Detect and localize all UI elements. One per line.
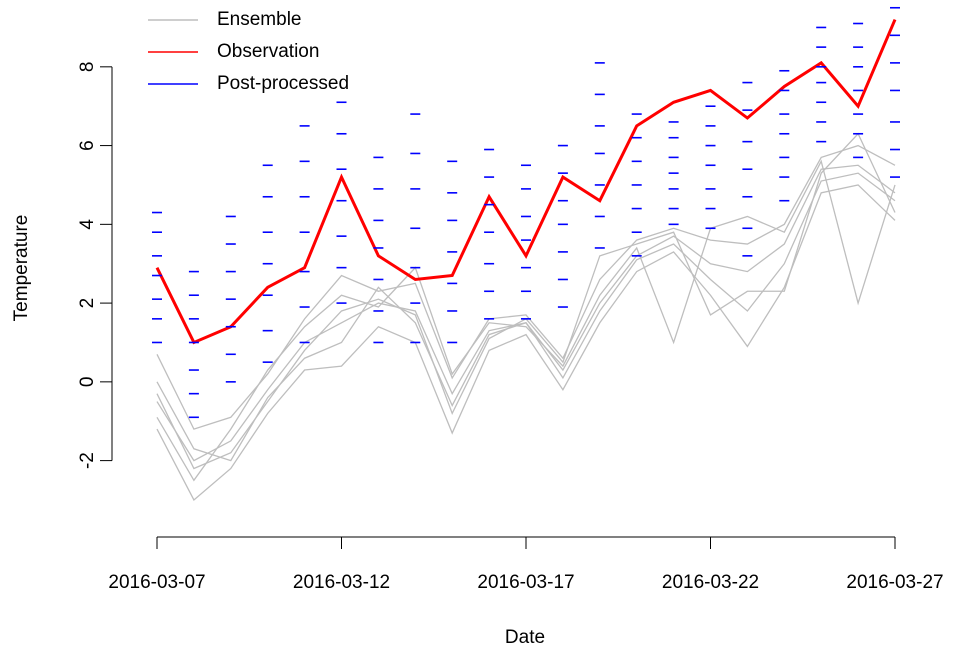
y-tick-label: 2 (77, 298, 98, 309)
y-tick-label: 6 (77, 140, 98, 151)
x-tick-label: 2016-03-17 (477, 572, 574, 593)
ensemble-line (156, 164, 896, 462)
y-axis-label: Temperature (11, 215, 32, 322)
y-tick-label: -2 (77, 452, 98, 469)
x-tick-label: 2016-03-22 (662, 572, 759, 593)
y-tick-label: 8 (77, 62, 98, 73)
x-tick-label: 2016-03-12 (293, 572, 390, 593)
y-tick-label: 0 (77, 377, 98, 388)
legend-label: Post-processed (217, 73, 349, 94)
observation-line (155, 18, 897, 345)
x-axis-label: Date (505, 627, 545, 648)
legend-label: Ensemble (217, 9, 302, 30)
x-tick-label: 2016-03-07 (108, 572, 205, 593)
x-tick-label: 2016-03-27 (846, 572, 943, 593)
ensemble-line (156, 184, 896, 502)
ensemble-line (156, 159, 896, 482)
y-tick-label: 4 (77, 219, 98, 230)
ensemble-line (156, 132, 896, 470)
legend-label: Observation (217, 41, 319, 62)
